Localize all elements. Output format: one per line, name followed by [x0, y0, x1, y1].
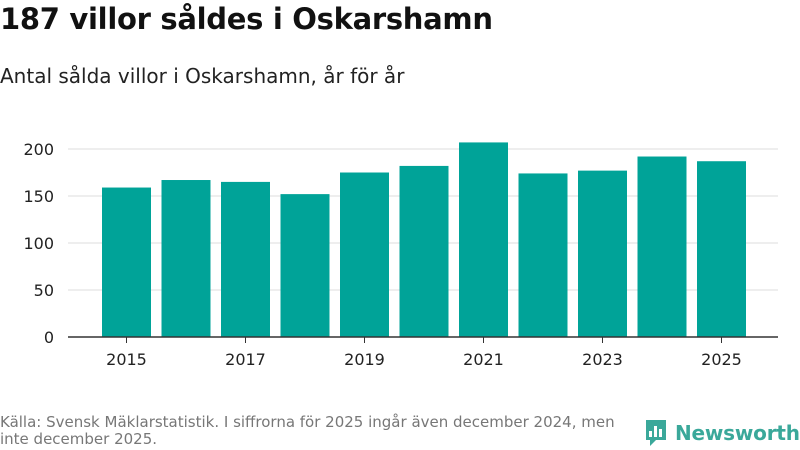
brand-name: Newsworthy [675, 421, 800, 445]
bar-2019 [340, 172, 389, 337]
bar-2023 [578, 170, 627, 337]
bar-chart: 0 50 100 150 200 2015 2017 2019 2021 2023 2025 [23, 140, 778, 369]
brand-logo: Newsworthy [644, 418, 800, 448]
y-tick-label: 0 [44, 328, 54, 347]
x-tick-label: 2019 [344, 350, 385, 369]
bar-2020 [399, 165, 449, 337]
chart-title: 187 villor såldes i Oskarshamn [0, 2, 493, 36]
bar-2015 [102, 187, 151, 337]
y-tick-label: 200 [23, 140, 54, 159]
source-note: Källa: Svensk Mäklarstatistik. I siffror… [0, 413, 615, 448]
bar-2016 [161, 180, 211, 337]
y-tick-label: 100 [23, 234, 54, 253]
bar-2018 [280, 194, 330, 337]
bar-2022 [518, 173, 568, 337]
bar-2024 [637, 156, 687, 337]
x-tick-label: 2021 [463, 350, 504, 369]
x-tick-label: 2015 [106, 350, 147, 369]
x-tick-label: 2023 [582, 350, 623, 369]
y-tick-label: 150 [23, 187, 54, 206]
chart-subtitle: Antal sålda villor i Oskarshamn, år för … [0, 64, 405, 88]
bar-2017 [221, 181, 270, 337]
bar-2021 [459, 142, 508, 337]
y-tick-label: 50 [34, 281, 54, 300]
bar-2025 [697, 161, 746, 337]
x-tick-label: 2017 [225, 350, 266, 369]
bar-chart-logo-icon [646, 420, 666, 446]
x-tick-label: 2025 [701, 350, 742, 369]
